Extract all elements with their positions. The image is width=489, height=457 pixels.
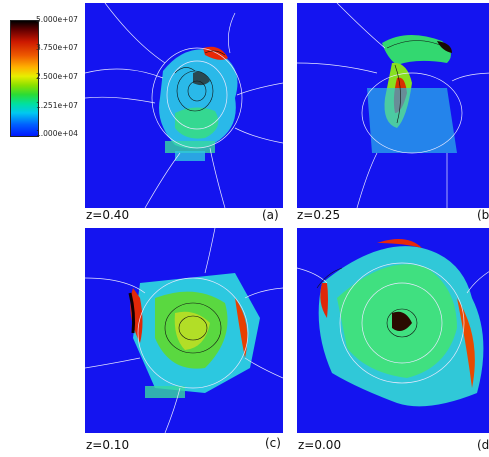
panel-b-tag: (b — [477, 208, 489, 222]
panel-d-tag: (d — [477, 438, 489, 452]
panel-a-map — [85, 3, 283, 208]
colorbar — [10, 20, 39, 137]
panel-c-redshift: z=0.10 — [86, 438, 130, 452]
panel-d-map — [297, 228, 489, 433]
colorbar-tick-min: 1.000e+04 — [36, 129, 78, 138]
panel-d-redshift: z=0.00 — [298, 438, 342, 452]
panel-c-map — [85, 228, 283, 433]
colorbar-tick-2: 3.750e+07 — [36, 43, 78, 52]
panel-b-map — [297, 3, 489, 208]
panel-a-redshift: z=0.40 — [86, 208, 130, 222]
colorbar-tick-4: 1.251e+07 — [36, 101, 78, 110]
colorbar-tick-3: 2.500e+07 — [36, 72, 78, 81]
panel-a-tag: (a) — [262, 208, 279, 222]
panel-c-tag: (c) — [265, 436, 281, 450]
panel-b-redshift: z=0.25 — [297, 208, 341, 222]
colorbar-tick-max: 5.000e+07 — [36, 15, 78, 24]
